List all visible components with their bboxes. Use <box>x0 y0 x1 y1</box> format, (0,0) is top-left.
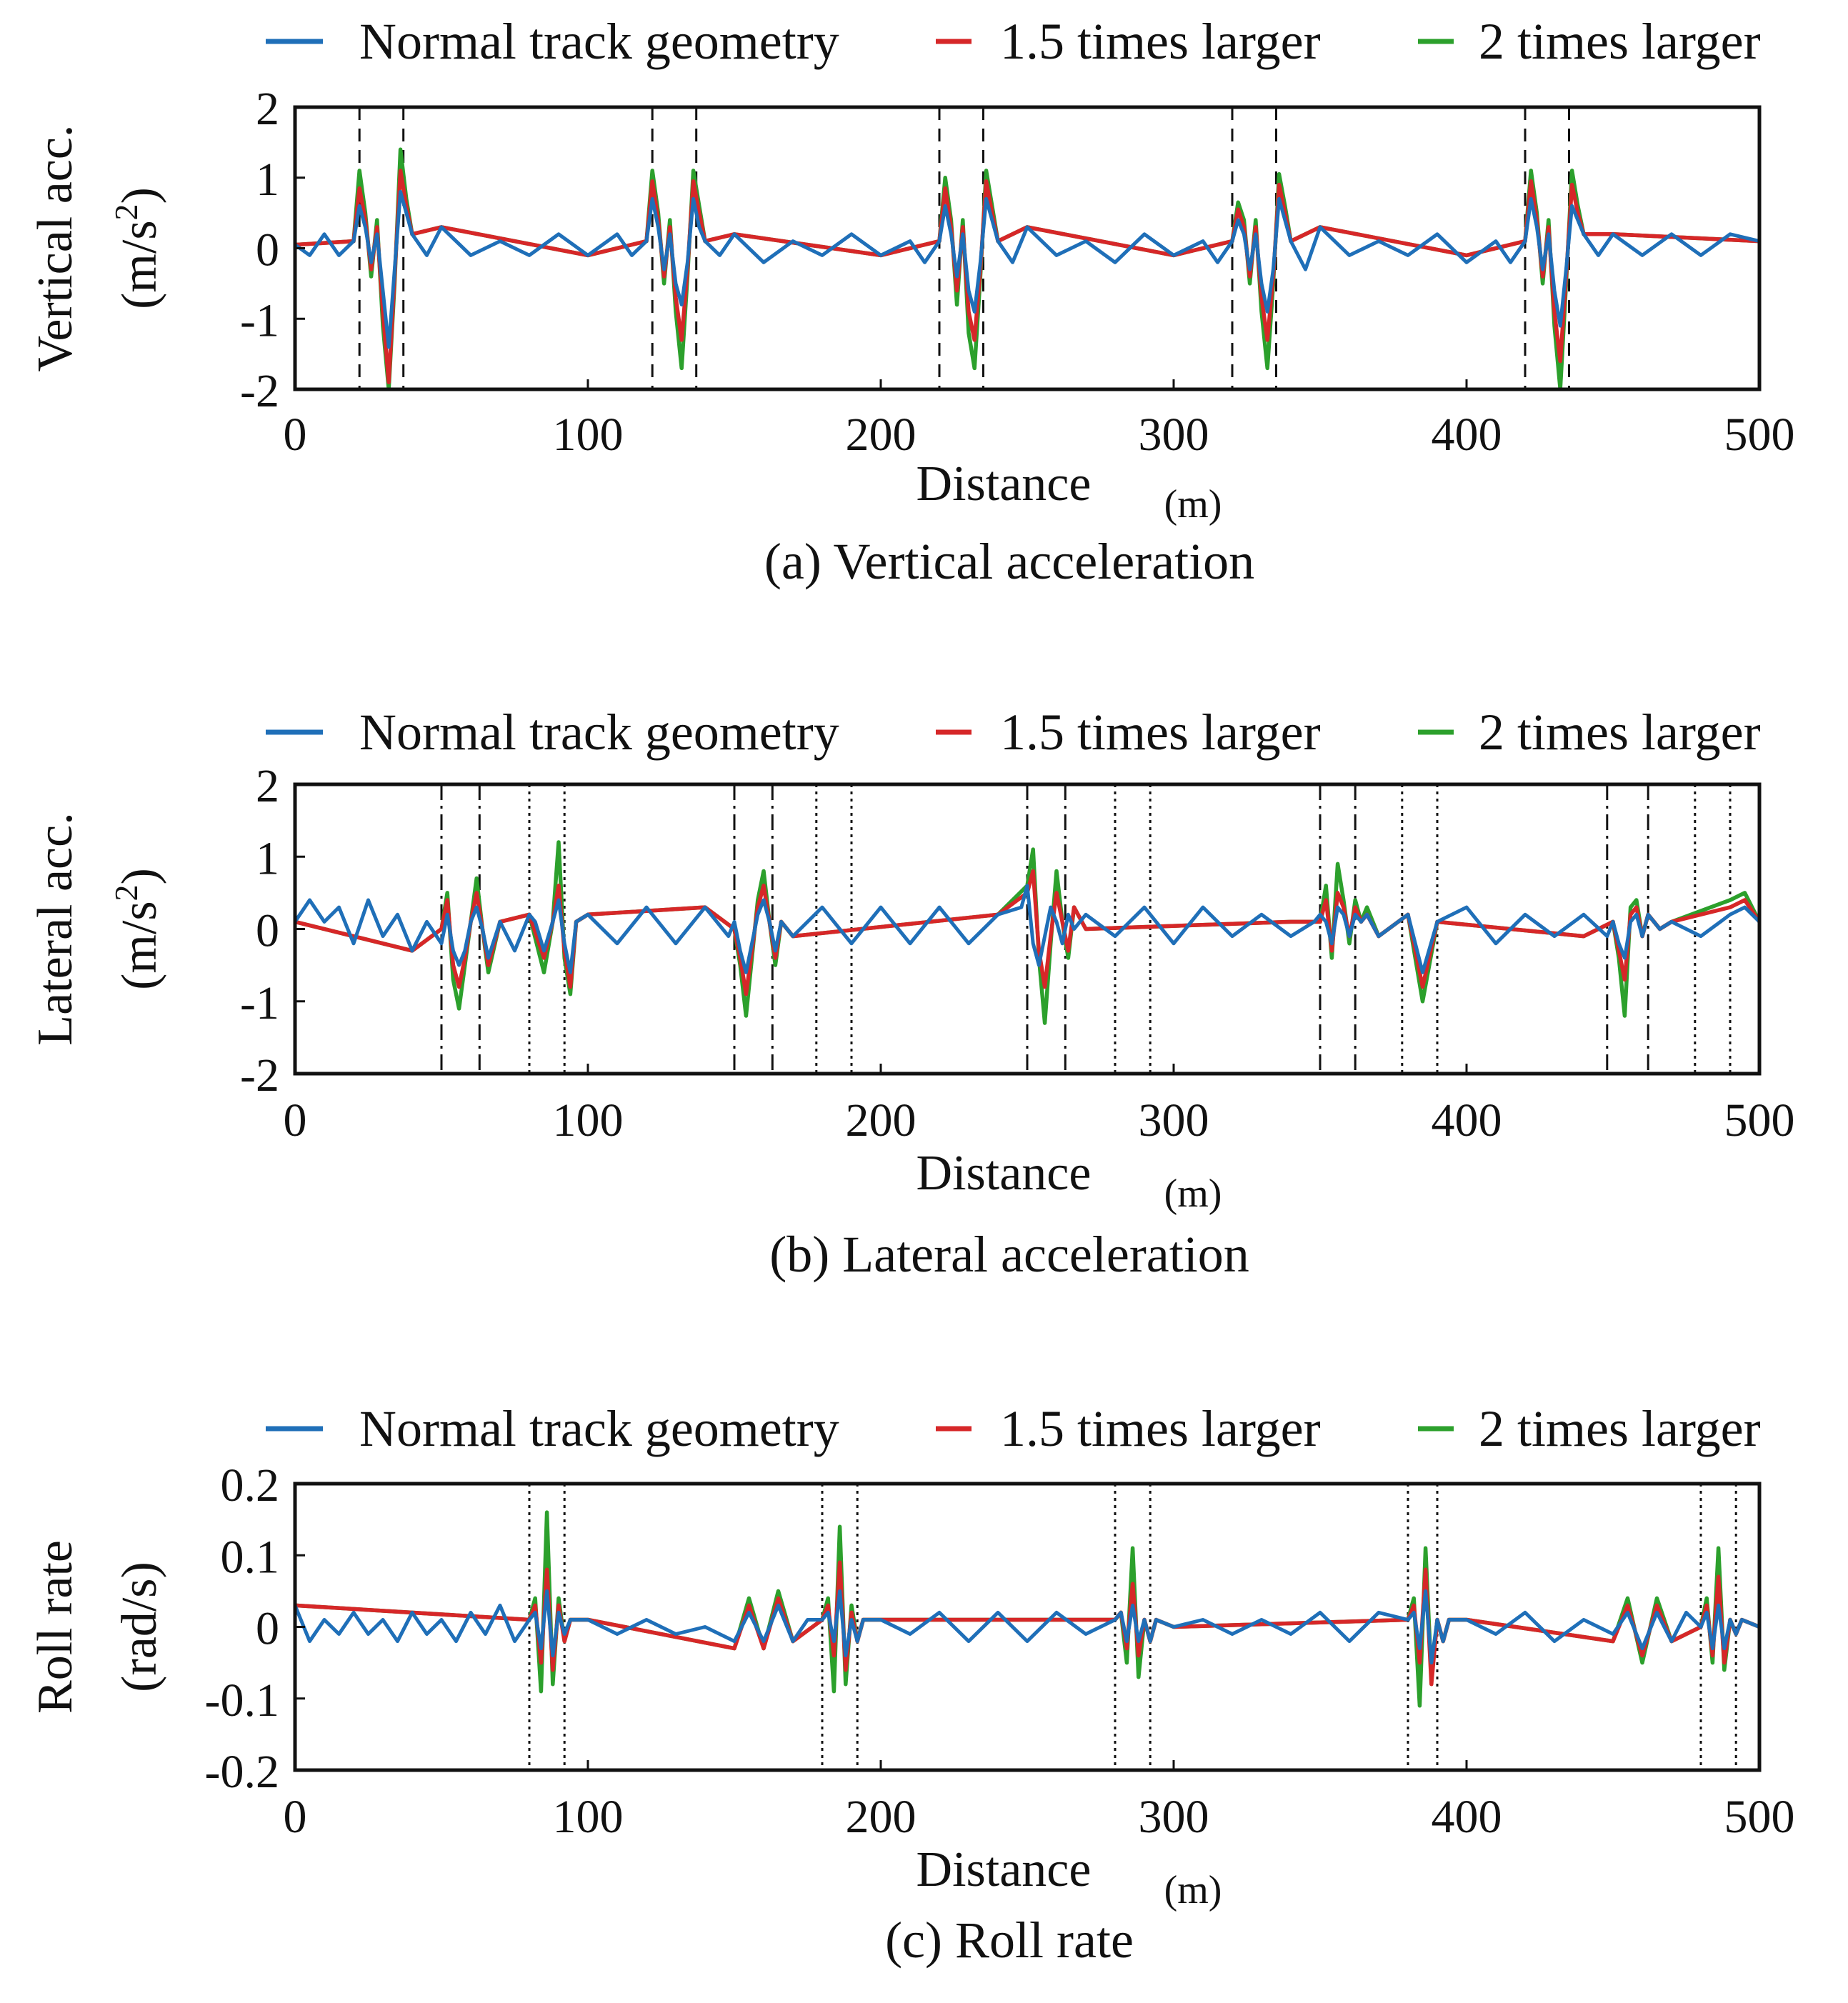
x-tick-label: 300 <box>1139 1094 1209 1147</box>
x-tick-label: 0 <box>284 409 307 461</box>
y-tick-label: 1 <box>256 154 279 206</box>
legend-label: Normal track geometry <box>359 13 839 70</box>
y-tick-label: 1 <box>256 832 279 884</box>
legend-label: 1.5 times larger <box>1000 704 1321 761</box>
y-axis-unit: (m/s2) <box>108 187 167 309</box>
y-tick-label: -2 <box>240 1049 279 1102</box>
chart-panel-a: 0 100 200 300 400 500 2 1 0 -1 -2 Normal track geom… <box>28 13 1795 590</box>
y-tick-label: -0.2 <box>205 1746 279 1798</box>
x-axis-label: Distance <box>916 1842 1092 1897</box>
y-tick-label: -1 <box>240 977 279 1029</box>
y-unit-superscript: 2 <box>108 884 144 901</box>
x-tick-label: 400 <box>1432 1791 1502 1843</box>
series-group <box>295 1510 1759 1708</box>
legend-label: 2 times larger <box>1479 1400 1761 1457</box>
series-line-normal <box>295 1589 1759 1665</box>
x-tick-label: 300 <box>1139 1791 1209 1843</box>
y-tick-label: 0.1 <box>221 1531 280 1583</box>
x-tick-label: 400 <box>1432 409 1502 461</box>
y-tick-label: 0 <box>256 1603 279 1655</box>
y-unit-main: (m/s <box>112 901 167 989</box>
marker-lines <box>528 1484 1737 1770</box>
x-tick-label: 400 <box>1432 1094 1502 1147</box>
y-tick-label: 0 <box>256 905 279 957</box>
y-axis-unit: (m/s2) <box>108 868 167 990</box>
legend-label: 2 times larger <box>1479 704 1761 761</box>
x-axis-unit: (m) <box>1164 482 1222 526</box>
y-axis-label: Roll rate <box>28 1540 83 1714</box>
legend-label: 1.5 times larger <box>1000 13 1321 70</box>
x-axis-unit: (m) <box>1164 1172 1222 1216</box>
y-axis-unit: (rad/s) <box>112 1562 167 1692</box>
y-axis-label: Vertical acc. <box>28 125 83 372</box>
x-tick-label: 300 <box>1139 409 1209 461</box>
y-unit-close: ) <box>112 187 167 204</box>
y-axis-label: Lateral acc. <box>28 812 83 1045</box>
x-tick-label: 500 <box>1724 1791 1795 1843</box>
y-tick-label: -0.1 <box>205 1674 279 1727</box>
x-tick-label: 100 <box>553 1094 624 1147</box>
x-tick-label: 0 <box>284 1791 307 1843</box>
series-line-2x <box>295 1510 1759 1708</box>
series-line-normal <box>295 190 1759 349</box>
y-tick-label: 0.2 <box>221 1459 280 1512</box>
x-tick-label: 100 <box>553 1791 624 1843</box>
legend-label: Normal track geometry <box>359 1400 839 1457</box>
legend-label: 2 times larger <box>1479 13 1761 70</box>
series-line-1-5x <box>295 1560 1759 1687</box>
x-axis-unit: (m) <box>1164 1868 1222 1912</box>
y-unit-main: (rad/s) <box>112 1562 167 1692</box>
panel-caption: (b) Lateral acceleration <box>769 1226 1249 1283</box>
panel-caption: (c) Roll rate <box>885 1912 1134 1969</box>
series-group <box>295 147 1759 389</box>
y-tick-label: -2 <box>240 365 279 417</box>
series-line-normal <box>295 884 1759 974</box>
chart-panel-c: 0 100 200 300 400 500 0.2 0.1 0 -0.1 -0.2 Normal tr… <box>28 1400 1795 1969</box>
x-axis-label: Distance <box>916 1146 1092 1201</box>
legend-label: 1.5 times larger <box>1000 1400 1321 1457</box>
y-unit-superscript: 2 <box>108 204 144 220</box>
y-tick-label: 0 <box>256 224 279 276</box>
x-tick-label: 500 <box>1724 409 1795 461</box>
y-tick-label: -1 <box>240 294 279 346</box>
series-line-1-5x <box>295 169 1759 384</box>
y-tick-label: 2 <box>256 760 279 812</box>
x-tick-label: 200 <box>846 1094 916 1147</box>
x-axis-label: Distance <box>916 456 1092 511</box>
x-tick-label: 200 <box>846 1791 916 1843</box>
x-tick-label: 0 <box>284 1094 307 1147</box>
chart-panel-b: 0 100 200 300 400 500 2 1 0 -1 -2 Normal track geom… <box>28 704 1795 1283</box>
y-unit-main: (m/s <box>112 220 167 309</box>
panel-caption: (a) Vertical acceleration <box>764 533 1254 590</box>
y-tick-label: 2 <box>256 83 279 135</box>
x-tick-label: 200 <box>846 409 916 461</box>
x-tick-label: 100 <box>553 409 624 461</box>
x-tick-label: 500 <box>1724 1094 1795 1147</box>
series-group <box>295 840 1759 1025</box>
series-line-2x <box>295 147 1759 389</box>
y-unit-close: ) <box>112 868 167 884</box>
legend-label: Normal track geometry <box>359 704 839 761</box>
